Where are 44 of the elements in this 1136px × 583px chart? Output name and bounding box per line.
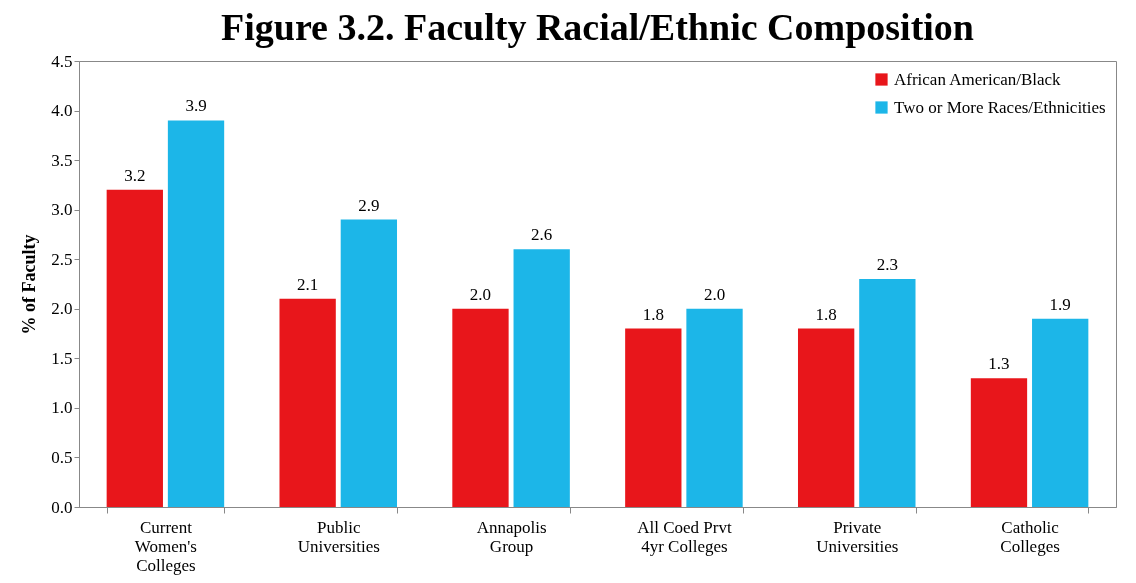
y-axis-title: % of Faculty	[19, 234, 40, 335]
x-tick-label: Public Universities	[297, 517, 380, 556]
data-label: 1.8	[642, 304, 664, 324]
data-label: 1.8	[815, 304, 837, 324]
y-tick-label: 4.0	[51, 101, 73, 121]
y-tick-label: 3.5	[51, 150, 73, 170]
y-tick-label: 1.0	[51, 398, 73, 418]
legend-label: African American/Black	[894, 69, 1062, 89]
bar	[970, 378, 1028, 507]
data-label: 2.6	[531, 225, 553, 245]
bar	[513, 249, 570, 507]
chart-title: Figure 3.2. Faculty Racial/Ethnic Composition	[221, 6, 974, 48]
y-tick-label: 3.0	[51, 200, 73, 220]
data-label: 2.1	[297, 274, 319, 294]
x-tick-label: All Coed Prvt 4yr Colleges	[637, 517, 732, 556]
bar	[106, 189, 163, 507]
x-tick-label: Private Universities	[816, 517, 899, 556]
bar	[859, 279, 916, 507]
y-tick-label: 0.5	[51, 447, 73, 467]
x-tick-label: Current Women's Colleges	[134, 517, 197, 575]
y-tick-label: 0.0	[51, 497, 73, 517]
x-tick-label: Catholic Colleges	[1000, 517, 1060, 556]
bar	[340, 219, 398, 507]
bar	[797, 328, 855, 507]
y-tick-label: 1.5	[51, 348, 73, 368]
bar	[452, 308, 509, 507]
y-tick-label: 2.5	[51, 249, 73, 269]
bar	[1032, 318, 1089, 507]
bar	[686, 308, 743, 507]
data-label: 2.0	[469, 284, 492, 304]
data-label: 1.3	[988, 354, 1010, 374]
y-tick-label: 4.5	[51, 51, 73, 71]
data-label: 3.2	[124, 165, 146, 185]
data-label: 2.0	[703, 284, 726, 304]
bar	[625, 328, 682, 507]
data-label: 3.9	[185, 96, 207, 116]
bar	[167, 120, 225, 507]
data-label: 2.9	[358, 195, 380, 215]
data-label: 2.3	[876, 255, 898, 275]
bar	[279, 298, 336, 507]
x-tick-label: Annapolis Group	[476, 517, 547, 556]
legend-label: Two or More Races/Ethnicities	[894, 97, 1106, 117]
y-tick-label: 2.0	[51, 299, 73, 319]
data-label: 1.9	[1049, 294, 1071, 314]
